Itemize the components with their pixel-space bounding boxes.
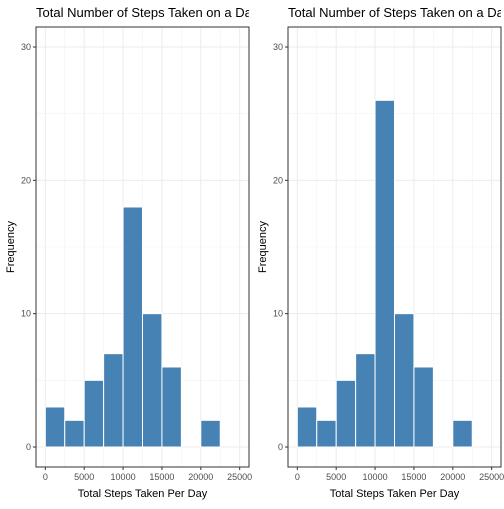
x-tick-label: 0 [43, 472, 48, 482]
histogram-bar [122, 206, 144, 448]
x-tick-label: 20000 [440, 472, 465, 482]
x-tick-label: 25000 [479, 472, 504, 482]
x-tick-label: 0 [295, 472, 300, 482]
x-tick-label: 15000 [149, 472, 174, 482]
histogram-bar [394, 313, 415, 448]
y-tick-label: 20 [273, 175, 283, 185]
histogram-bar [296, 406, 318, 448]
x-axis-label: Total Steps Taken Per Day [78, 488, 208, 500]
x-tick-label: 10000 [111, 472, 136, 482]
y-tick-label: 10 [21, 309, 31, 319]
chart-panel-2: 0 5000 10000 15000 20000 25000 0 10 20 30 Total Nu… [257, 5, 504, 500]
x-tick-label: 5000 [74, 472, 94, 482]
histogram-bar [103, 353, 124, 448]
y-tick-label: 10 [273, 309, 283, 319]
histogram-bars [44, 206, 221, 448]
y-tick-label: 20 [21, 175, 31, 185]
y-tick-label: 0 [26, 442, 31, 452]
histogram-bar [44, 406, 66, 448]
chart-panel-1: 0 5000 10000 15000 20000 25000 0 10 20 30 Total Nu… [5, 5, 259, 500]
histogram-bar [355, 353, 376, 448]
x-tick-label: 15000 [401, 472, 426, 482]
histogram-bar [200, 419, 221, 448]
histogram-bar [374, 99, 396, 448]
histogram-bar [161, 366, 182, 448]
x-tick-label: 20000 [188, 472, 213, 482]
y-tick-label: 30 [21, 42, 31, 52]
histogram-bar [452, 419, 473, 448]
histogram-bar [83, 379, 105, 448]
panel-border [35, 26, 250, 468]
x-axis-label: Total Steps Taken Per Day [330, 488, 460, 500]
histogram-bars [296, 99, 473, 448]
chart-title: Total Number of Steps Taken on a Day [288, 5, 504, 20]
histogram-bar [316, 419, 337, 448]
histogram-bar [64, 419, 85, 448]
y-axis-label: Frequency [5, 221, 17, 273]
panel-border [287, 26, 502, 468]
y-tick-label: 0 [278, 442, 283, 452]
y-axis-label: Frequency [257, 221, 269, 273]
y-tick-label: 30 [273, 42, 283, 52]
x-tick-label: 10000 [363, 472, 388, 482]
histogram-bar [413, 366, 434, 448]
x-tick-label: 25000 [227, 472, 252, 482]
x-tick-label: 5000 [326, 472, 346, 482]
chart-title: Total Number of Steps Taken on a Day [36, 5, 259, 20]
histogram-bar [335, 379, 357, 448]
histogram-bar [142, 313, 163, 448]
